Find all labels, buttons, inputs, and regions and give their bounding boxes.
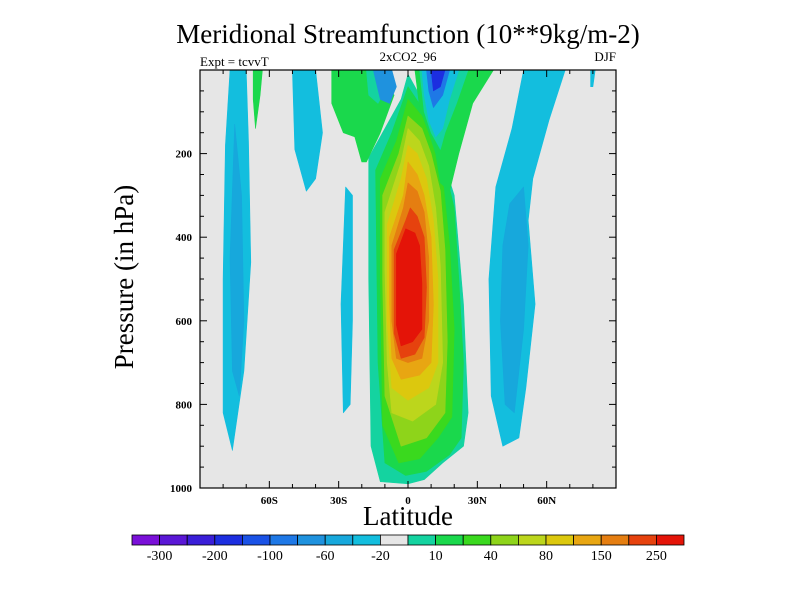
x-tick-label: 60S	[261, 495, 278, 507]
colorbar-swatch	[241, 534, 271, 546]
colorbar-label: 80	[539, 549, 553, 564]
contour-region-south-green-sliver	[252, 70, 263, 129]
y-tick-label: 600	[176, 316, 193, 328]
colorbar-swatch	[628, 534, 657, 546]
colorbar-label: -200	[202, 549, 228, 564]
colorbar-swatch	[573, 534, 602, 546]
colorbar-swatch	[352, 534, 381, 546]
contour-region-equatorial-upper-blue-left	[372, 70, 397, 104]
colorbar-swatch	[269, 534, 299, 546]
colorbar-swatch	[435, 534, 464, 546]
contour-region-north-polar-sliver	[590, 70, 596, 87]
y-tick-label: 200	[176, 149, 193, 161]
contour-region-south-midlat-upper-cell	[292, 70, 323, 192]
colorbar-label: 150	[591, 549, 612, 564]
colorbar-swatch	[545, 534, 575, 546]
colorbar-swatch	[159, 534, 188, 546]
x-tick-label: 60N	[537, 495, 556, 507]
chart-subtitle: 2xCO2_96	[379, 49, 437, 64]
colorbar-swatch	[656, 534, 685, 546]
y-tick-label: 400	[176, 232, 193, 244]
colorbar-swatch	[462, 534, 492, 546]
colorbar-swatch	[131, 534, 161, 546]
colorbar-label: 250	[646, 549, 667, 564]
season-label: DJF	[594, 49, 616, 64]
colorbar-swatch	[379, 534, 409, 546]
x-tick-label: 30S	[330, 495, 347, 507]
colorbar-swatch	[407, 534, 437, 546]
colorbar-swatch	[600, 534, 630, 546]
colorbar-label: -60	[316, 549, 335, 564]
colorbar-swatch	[490, 534, 519, 546]
y-axis-label: Pressure (in hPa)	[109, 185, 139, 369]
contour-region-positive-cell-core	[396, 228, 423, 347]
colorbar-swatch	[186, 534, 216, 546]
x-tick-label: 0	[405, 495, 411, 507]
x-axis-label: Latitude	[363, 501, 453, 531]
contour-region-south-polar-core	[229, 124, 245, 397]
experiment-label: Expt = tcvvT	[200, 54, 269, 69]
y-tick-label: 1000	[170, 483, 193, 495]
colorbar-swatch	[518, 534, 547, 546]
colorbar-label: 10	[429, 549, 443, 564]
colorbar-label: -20	[371, 549, 390, 564]
colorbar-swatch	[214, 534, 243, 546]
chart-title: Meridional Streamfunction (10**9kg/m-2)	[176, 19, 639, 49]
contour-region-south-midlat-lower-cell	[340, 186, 353, 414]
colorbar-label: -100	[257, 549, 283, 564]
colorbar-swatch	[324, 534, 354, 546]
contour-region-equatorial-upper-blue-right-deep	[430, 70, 446, 92]
colorbar-swatch	[297, 534, 326, 546]
x-tick-label: 30N	[468, 495, 487, 507]
colorbar-label: 40	[484, 549, 498, 564]
y-tick-label: 800	[176, 399, 193, 411]
contour-region-north-midlat-core	[500, 186, 529, 414]
colorbar-label: -300	[147, 549, 173, 564]
